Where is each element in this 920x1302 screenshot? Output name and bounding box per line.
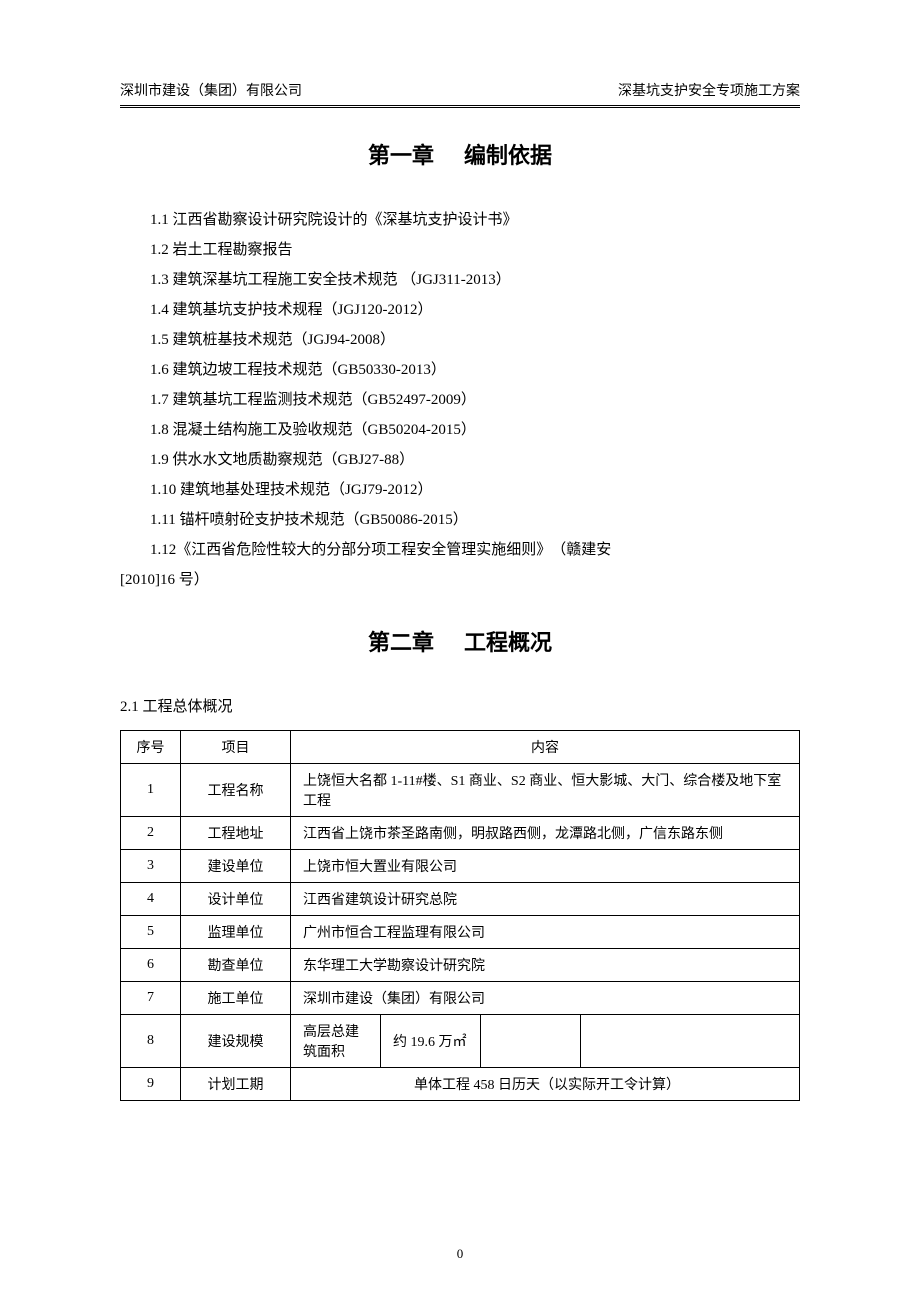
table-cell-seq: 1 xyxy=(121,764,181,817)
table-cell-seq: 7 xyxy=(121,982,181,1015)
basis-item: 1.1 江西省勘察设计研究院设计的《深基坑支护设计书》 xyxy=(120,205,800,235)
table-cell-seq: 8 xyxy=(121,1015,181,1068)
basis-item: 1.9 供水水文地质勘察规范（GBJ27-88） xyxy=(120,445,800,475)
chapter2-title: 第二章 工程概况 xyxy=(120,625,800,657)
document-page: 深圳市建设（集团）有限公司 深基坑支护安全专项施工方案 第一章 编制依据 1.1 … xyxy=(0,0,920,1141)
basis-item: 1.7 建筑基坑工程监测技术规范（GB52497-2009） xyxy=(120,385,800,415)
table-row: 5 监理单位 广州市恒合工程监理有限公司 xyxy=(121,916,800,949)
table-cell-seq: 3 xyxy=(121,850,181,883)
chapter1-suffix: 编制依据 xyxy=(464,143,552,168)
page-number: 0 xyxy=(0,1246,920,1262)
overview-table: 序号 项目 内容 1 工程名称 上饶恒大名都 1-11#楼、S1 商业、S2 商… xyxy=(120,730,800,1101)
table-cell-sub xyxy=(481,1015,581,1068)
table-cell-sub xyxy=(581,1015,800,1068)
table-cell-item: 建设规模 xyxy=(181,1015,291,1068)
table-row: 3 建设单位 上饶市恒大置业有限公司 xyxy=(121,850,800,883)
basis-item: 1.4 建筑基坑支护技术规程（JGJ120-2012） xyxy=(120,295,800,325)
table-cell-sub: 约 19.6 万㎡ xyxy=(381,1015,481,1068)
table-row: 6 勘查单位 东华理工大学勘察设计研究院 xyxy=(121,949,800,982)
table-row: 1 工程名称 上饶恒大名都 1-11#楼、S1 商业、S2 商业、恒大影城、大门… xyxy=(121,764,800,817)
table-header-item: 项目 xyxy=(181,731,291,764)
table-cell-content: 东华理工大学勘察设计研究院 xyxy=(291,949,800,982)
table-cell-item: 施工单位 xyxy=(181,982,291,1015)
table-header-row: 序号 项目 内容 xyxy=(121,731,800,764)
chapter1-title: 第一章 编制依据 xyxy=(120,138,800,170)
table-row: 9 计划工期 单体工程 458 日历天（以实际开工令计算） xyxy=(121,1068,800,1101)
basis-item: 1.10 建筑地基处理技术规范（JGJ79-2012） xyxy=(120,475,800,505)
basis-item: 1.5 建筑桩基技术规范（JGJ94-2008） xyxy=(120,325,800,355)
table-cell-content: 上饶市恒大置业有限公司 xyxy=(291,850,800,883)
table-cell-content: 江西省建筑设计研究总院 xyxy=(291,883,800,916)
table-header-content: 内容 xyxy=(291,731,800,764)
table-cell-content: 深圳市建设（集团）有限公司 xyxy=(291,982,800,1015)
section-title: 2.1 工程总体概况 xyxy=(120,692,800,722)
table-header-seq: 序号 xyxy=(121,731,181,764)
table-row: 8 建设规模 高层总建筑面积 约 19.6 万㎡ xyxy=(121,1015,800,1068)
header-divider xyxy=(120,105,800,108)
table-cell-item: 工程地址 xyxy=(181,817,291,850)
table-cell-seq: 9 xyxy=(121,1068,181,1101)
table-cell-content: 上饶恒大名都 1-11#楼、S1 商业、S2 商业、恒大影城、大门、综合楼及地下… xyxy=(291,764,800,817)
table-cell-seq: 5 xyxy=(121,916,181,949)
table-cell-content: 单体工程 458 日历天（以实际开工令计算） xyxy=(291,1068,800,1101)
table-cell-item: 工程名称 xyxy=(181,764,291,817)
basis-item: 1.8 混凝土结构施工及验收规范（GB50204-2015） xyxy=(120,415,800,445)
basis-item: 1.12《江西省危险性较大的分部分项工程安全管理实施细则》 （赣建安 [2010… xyxy=(120,535,800,595)
header-doc-title: 深基坑支护安全专项施工方案 xyxy=(618,80,800,100)
basis-list: 1.1 江西省勘察设计研究院设计的《深基坑支护设计书》 1.2 岩土工程勘察报告… xyxy=(120,205,800,595)
table-cell-item: 勘查单位 xyxy=(181,949,291,982)
basis-item: 1.11 锚杆喷射砼支护技术规范（GB50086-2015） xyxy=(120,505,800,535)
basis-item-line: 1.12《江西省危险性较大的分部分项工程安全管理实施细则》 （赣建安 xyxy=(120,535,800,565)
table-cell-item: 监理单位 xyxy=(181,916,291,949)
basis-item-line: [2010]16 号） xyxy=(120,565,800,595)
page-header: 深圳市建设（集团）有限公司 深基坑支护安全专项施工方案 xyxy=(120,80,800,104)
table-cell-content: 江西省上饶市茶圣路南侧，明叔路西侧，龙潭路北侧，广信东路东侧 xyxy=(291,817,800,850)
chapter2-suffix: 工程概况 xyxy=(464,630,552,655)
basis-item: 1.2 岩土工程勘察报告 xyxy=(120,235,800,265)
header-company: 深圳市建设（集团）有限公司 xyxy=(120,80,302,100)
table-cell-item: 设计单位 xyxy=(181,883,291,916)
table-row: 2 工程地址 江西省上饶市茶圣路南侧，明叔路西侧，龙潭路北侧，广信东路东侧 xyxy=(121,817,800,850)
basis-item: 1.6 建筑边坡工程技术规范（GB50330-2013） xyxy=(120,355,800,385)
basis-item: 1.3 建筑深基坑工程施工安全技术规范 （JGJ311-2013） xyxy=(120,265,800,295)
table-cell-item: 计划工期 xyxy=(181,1068,291,1101)
table-cell-content: 广州市恒合工程监理有限公司 xyxy=(291,916,800,949)
chapter2-prefix: 第二章 xyxy=(368,630,434,655)
table-cell-item: 建设单位 xyxy=(181,850,291,883)
table-row: 4 设计单位 江西省建筑设计研究总院 xyxy=(121,883,800,916)
table-cell-seq: 6 xyxy=(121,949,181,982)
chapter1-prefix: 第一章 xyxy=(368,143,434,168)
table-cell-seq: 2 xyxy=(121,817,181,850)
table-row: 7 施工单位 深圳市建设（集团）有限公司 xyxy=(121,982,800,1015)
table-cell-sub: 高层总建筑面积 xyxy=(291,1015,381,1068)
table-cell-seq: 4 xyxy=(121,883,181,916)
